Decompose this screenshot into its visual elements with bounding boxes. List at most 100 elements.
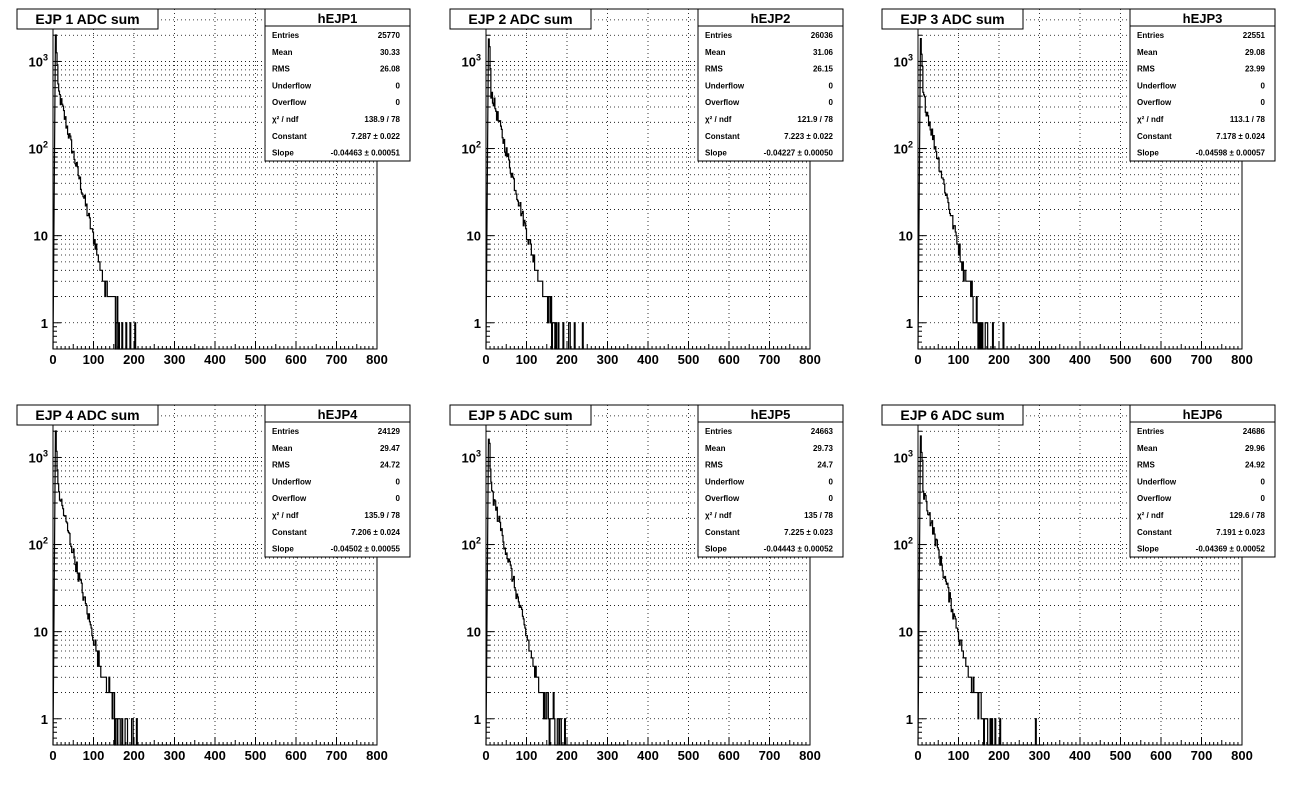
x-tick-label: 500 <box>678 352 700 367</box>
stats-value-rms: 26.15 <box>813 65 834 74</box>
stats-label-chi2_ndf: χ² / ndf <box>705 115 732 124</box>
stats-value-overflow: 0 <box>829 494 834 503</box>
stats-value-chi2_ndf: 138.9 / 78 <box>364 115 400 124</box>
stats-label-overflow: Overflow <box>272 494 307 503</box>
stats-label-overflow: Overflow <box>705 494 740 503</box>
stats-value-constant: 7.191 ± 0.023 <box>1216 528 1265 537</box>
stats-label-slope: Slope <box>272 149 294 158</box>
stats-value-overflow: 0 <box>1261 494 1266 503</box>
stats-label-constant: Constant <box>272 528 307 537</box>
stats-label-chi2_ndf: χ² / ndf <box>1137 511 1164 520</box>
y-tick-exponent: 3 <box>908 448 913 458</box>
y-tick-label: 1 <box>474 316 481 331</box>
histogram-line <box>485 38 651 350</box>
stats-name: hEJP5 <box>751 407 791 422</box>
stats-value-underflow: 0 <box>396 81 401 90</box>
stats-value-entries: 26036 <box>811 31 834 40</box>
stats-value-entries: 22551 <box>1243 31 1266 40</box>
x-tick-label: 500 <box>245 352 267 367</box>
histogram-line <box>52 430 236 746</box>
stats-label-entries: Entries <box>272 427 300 436</box>
y-tick-label: 102 <box>29 536 48 553</box>
x-tick-label: 600 <box>285 352 307 367</box>
x-tick-label: 500 <box>1110 352 1132 367</box>
stats-label-rms: RMS <box>705 65 723 74</box>
x-tick-label: 200 <box>123 352 145 367</box>
title-box <box>16 8 159 30</box>
stats-value-constant: 7.287 ± 0.022 <box>351 132 400 141</box>
stats-value-mean: 29.73 <box>813 444 834 453</box>
stats-box: hEJP6 Entries 24686 Mean 29.96 RMS 24.92 Underf… <box>1129 404 1276 558</box>
x-tick-label: 200 <box>556 748 578 763</box>
stats-value-mean: 30.33 <box>380 48 401 57</box>
stats-box: hEJP2 Entries 26036 Mean 31.06 RMS 26.15 Underf… <box>697 8 844 162</box>
stats-label-constant: Constant <box>1137 528 1172 537</box>
y-tick-exponent: 2 <box>43 140 48 150</box>
title-box <box>16 404 159 426</box>
x-tick-label: 800 <box>799 352 821 367</box>
stats-label-rms: RMS <box>1137 65 1155 74</box>
stats-box: hEJP3 Entries 22551 Mean 29.08 RMS 23.99 Underf… <box>1129 8 1276 162</box>
stats-value-rms: 24.92 <box>1245 461 1266 470</box>
stats-value-entries: 24686 <box>1243 427 1266 436</box>
x-tick-label: 200 <box>988 748 1010 763</box>
stats-name: hEJP6 <box>1183 407 1223 422</box>
y-tick-label: 10 <box>467 625 481 640</box>
y-tick-label: 1 <box>41 316 48 331</box>
histogram-title: EJP 4 ADC sum <box>35 407 139 423</box>
x-tick-label: 0 <box>49 352 56 367</box>
stats-value-rms: 26.08 <box>380 65 401 74</box>
stats-label-underflow: Underflow <box>272 477 312 486</box>
stats-label-chi2_ndf: χ² / ndf <box>705 511 732 520</box>
stats-name: hEJP3 <box>1183 11 1223 26</box>
stats-label-rms: RMS <box>705 461 723 470</box>
stats-value-rms: 24.7 <box>817 461 833 470</box>
y-tick-exponent: 3 <box>43 52 48 62</box>
x-tick-label: 600 <box>718 352 740 367</box>
histogram-line <box>917 37 1056 350</box>
stats-label-slope: Slope <box>272 545 294 554</box>
stats-value-mean: 29.08 <box>1245 48 1266 57</box>
stats-value-slope: -0.04598 ± 0.00057 <box>1196 149 1266 158</box>
stats-value-entries: 24663 <box>811 427 834 436</box>
x-tick-label: 500 <box>678 748 700 763</box>
stats-value-slope: -0.04463 ± 0.00051 <box>331 149 401 158</box>
stats-label-slope: Slope <box>705 149 727 158</box>
x-tick-label: 300 <box>164 748 186 763</box>
x-tick-label: 300 <box>1029 748 1051 763</box>
x-tick-label: 600 <box>718 748 740 763</box>
y-tick-label: 1 <box>474 712 481 727</box>
y-tick-label: 102 <box>462 536 481 553</box>
x-tick-label: 500 <box>245 748 267 763</box>
stats-label-slope: Slope <box>1137 149 1159 158</box>
stats-label-mean: Mean <box>705 48 726 57</box>
y-tick-label: 10 <box>899 625 913 640</box>
stats-label-mean: Mean <box>1137 48 1158 57</box>
y-tick-label: 10 <box>899 229 913 244</box>
y-tick-exponent: 2 <box>43 536 48 546</box>
x-tick-label: 600 <box>285 748 307 763</box>
stats-label-mean: Mean <box>272 444 293 453</box>
stats-box: hEJP1 Entries 25770 Mean 30.33 RMS 26.08 Underf… <box>264 8 411 162</box>
x-tick-label: 700 <box>326 748 348 763</box>
stats-value-constant: 7.223 ± 0.022 <box>784 132 833 141</box>
x-tick-label: 0 <box>482 748 489 763</box>
y-tick-label: 103 <box>29 448 48 465</box>
y-tick-exponent: 2 <box>476 140 481 150</box>
stats-label-underflow: Underflow <box>705 81 745 90</box>
stats-label-mean: Mean <box>705 444 726 453</box>
y-tick-label: 103 <box>462 52 481 69</box>
y-tick-label: 1 <box>906 712 913 727</box>
stats-label-chi2_ndf: χ² / ndf <box>272 511 299 520</box>
y-tick-exponent: 3 <box>476 52 481 62</box>
stats-label-slope: Slope <box>705 545 727 554</box>
stats-value-mean: 31.06 <box>813 48 834 57</box>
stats-value-mean: 29.96 <box>1245 444 1266 453</box>
x-tick-label: 300 <box>1029 352 1051 367</box>
x-tick-label: 700 <box>1191 748 1213 763</box>
histogram-title: EJP 2 ADC sum <box>468 11 572 27</box>
histogram-line <box>485 438 627 746</box>
x-tick-label: 700 <box>326 352 348 367</box>
